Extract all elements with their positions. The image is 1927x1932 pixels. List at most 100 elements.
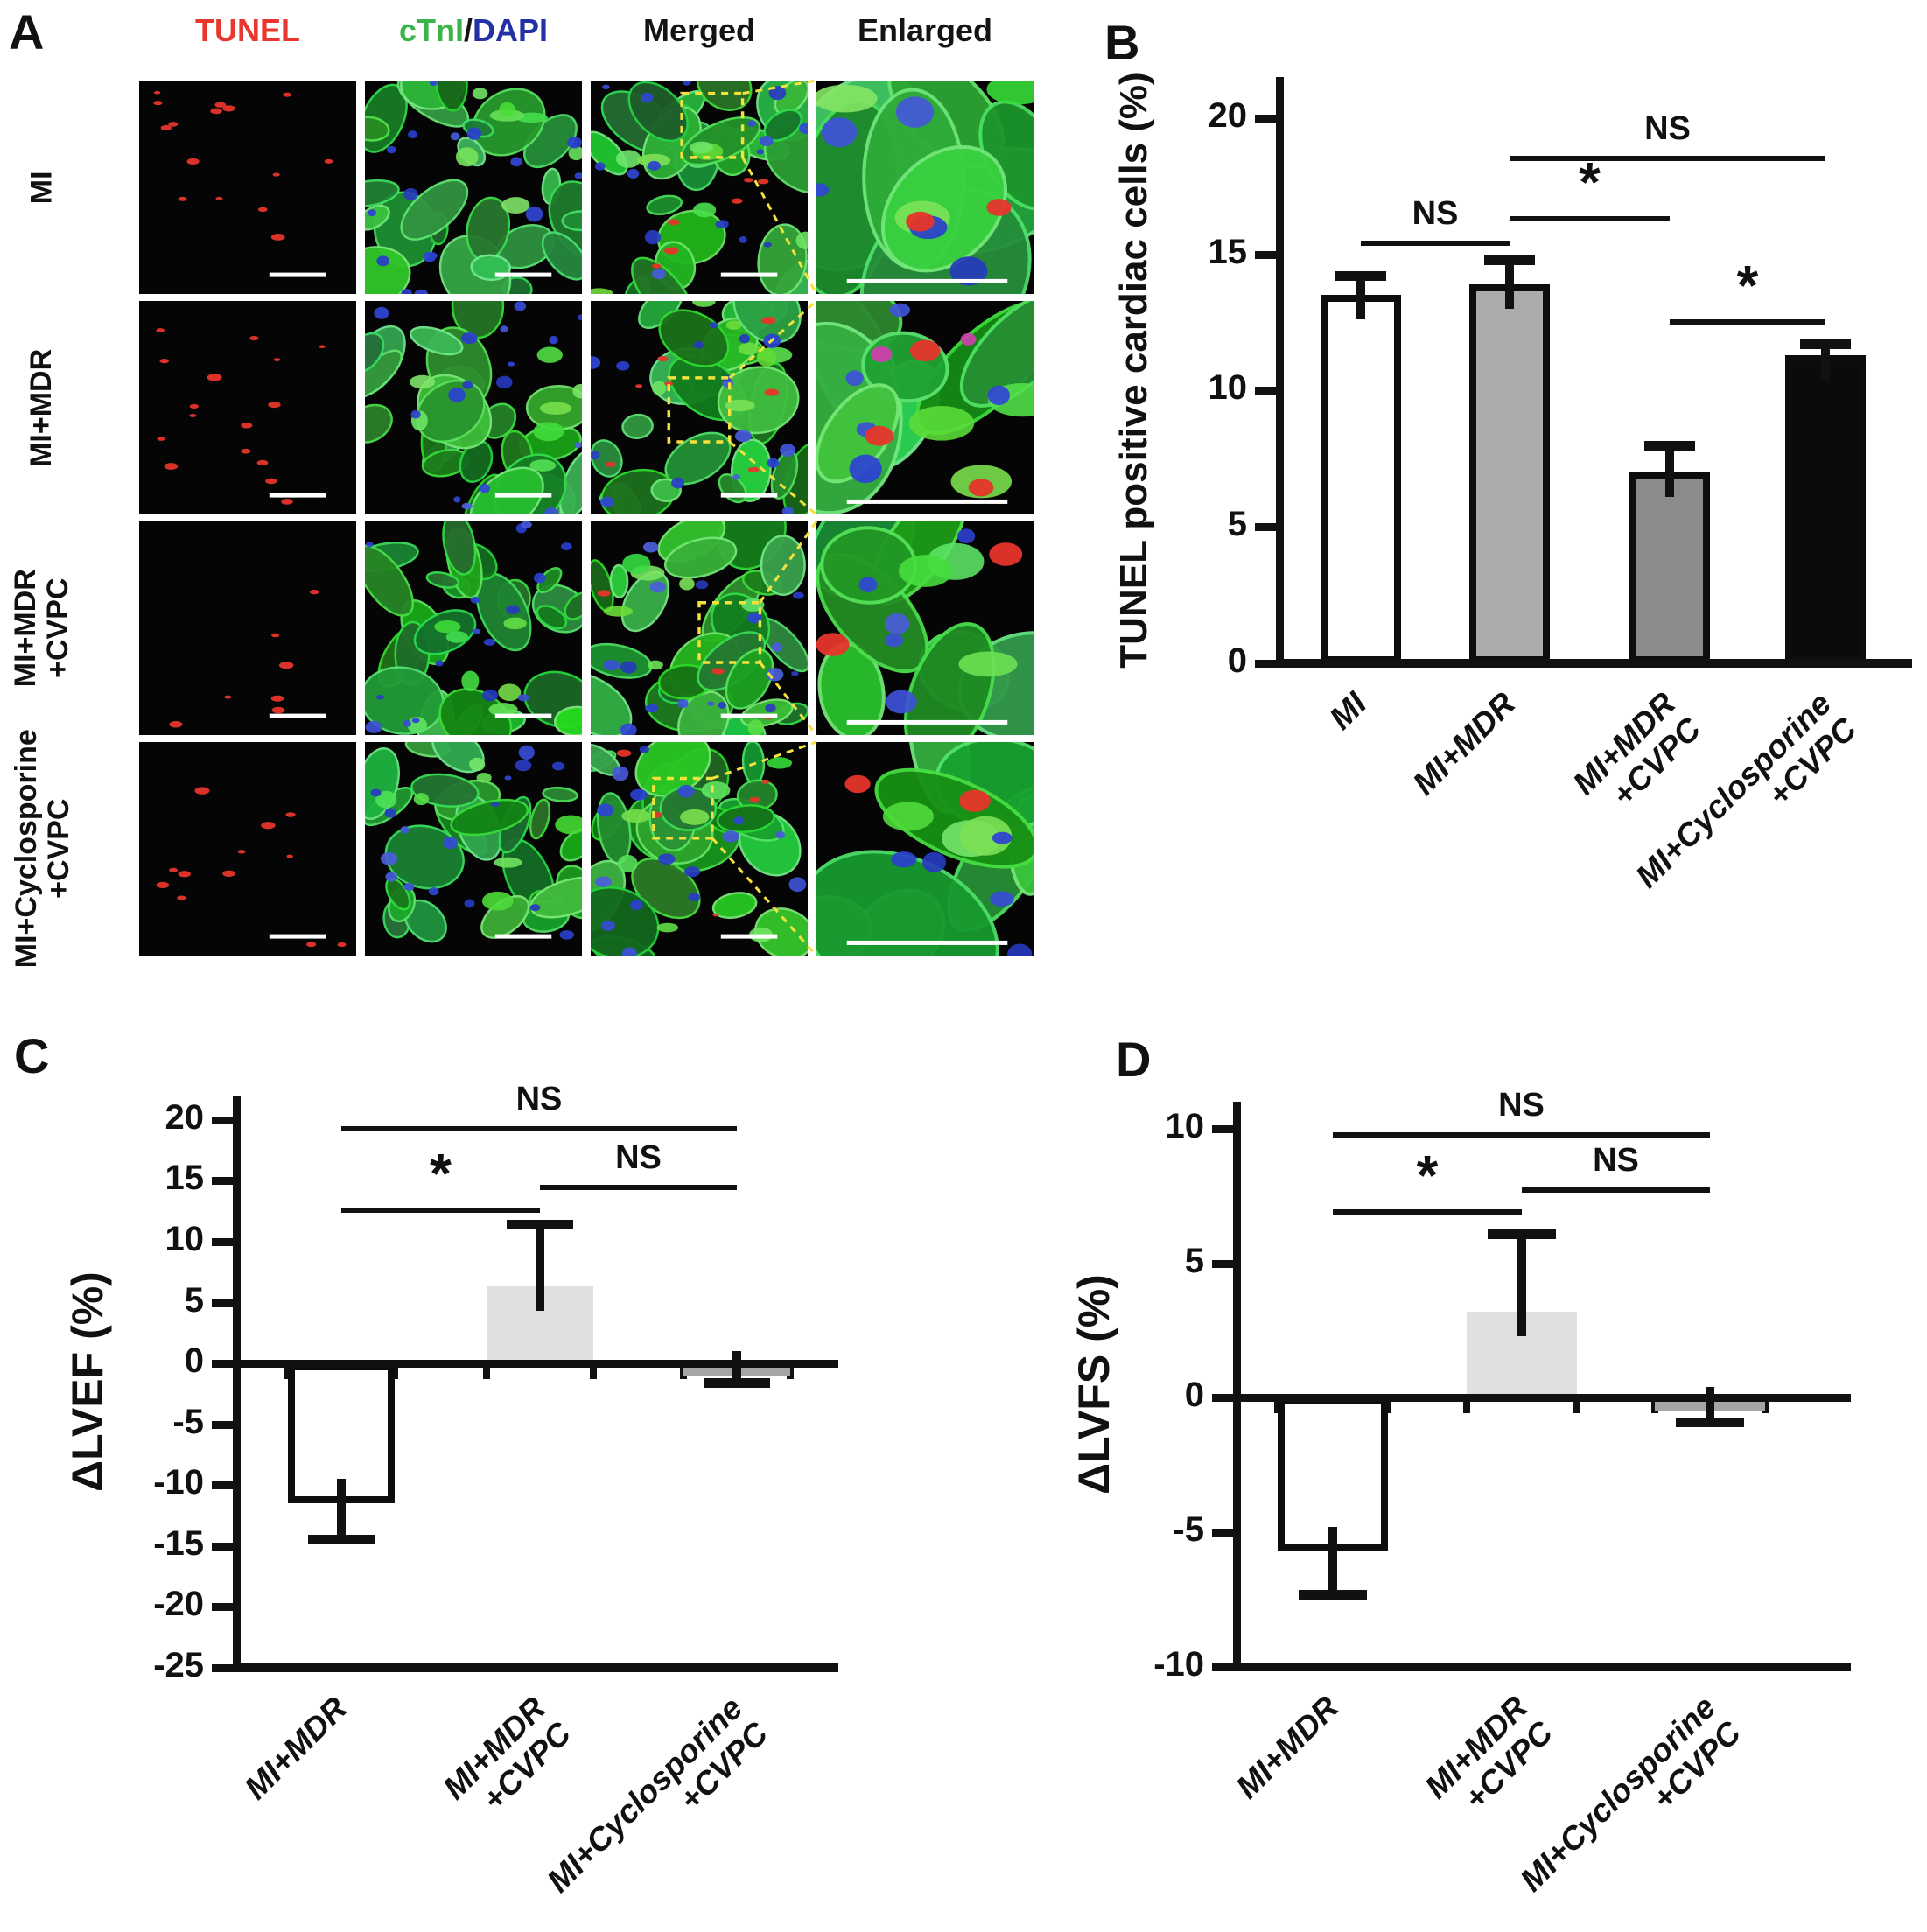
tunel-positive-nucleus: [305, 942, 317, 948]
micrograph-tunel-row4: [139, 742, 356, 956]
micrograph-enlarged-row4: [816, 742, 1034, 956]
dapi-nucleus: [472, 628, 481, 634]
bright-ctni-region: [816, 84, 878, 113]
tunel-positive-nucleus: [169, 867, 178, 872]
dapi-nucleus: [683, 866, 701, 878]
dapi-nucleus: [739, 236, 747, 243]
y-tick-label: 0: [184, 1341, 204, 1381]
dapi-nucleus: [648, 160, 661, 171]
dapi-nucleus: [453, 496, 461, 503]
micrograph-ctni-row1: [365, 80, 582, 294]
bright-ctni-region: [651, 381, 667, 396]
dapi-nucleus: [551, 761, 565, 771]
dapi-nucleus: [630, 788, 648, 801]
bright-ctni-region: [461, 670, 480, 691]
micrograph-merged-row2: [591, 301, 808, 514]
panel-label-b: B: [1104, 15, 1140, 70]
dapi-nucleus: [510, 157, 522, 167]
bright-ctni-region: [656, 922, 679, 933]
cardiomyocyte-ctni-stain: [450, 798, 529, 836]
tunel-positive-nucleus: [257, 206, 268, 213]
category-tick: [787, 1360, 794, 1380]
panel-label-c: C: [14, 1028, 50, 1083]
tunel-positive-nucleus: [758, 178, 769, 185]
tunel-positive-nucleus: [210, 108, 222, 115]
micrograph-background: [139, 742, 356, 956]
bright-ctni-region: [555, 815, 582, 835]
dapi-nucleus: [718, 701, 726, 709]
tunel-positive-nucleus: [309, 589, 319, 595]
error-bar-cap: [1644, 440, 1695, 451]
bright-ctni-region: [469, 757, 486, 772]
significance-bracket-line: [341, 1208, 540, 1214]
dapi-nucleus: [1006, 943, 1033, 956]
bright-ctni-region: [622, 553, 651, 574]
y-axis-tick: [212, 1603, 233, 1612]
dapi-nucleus: [479, 483, 491, 494]
bright-ctni-region: [481, 891, 514, 911]
dapi-nucleus: [858, 577, 878, 592]
bright-ctni-region: [445, 631, 469, 643]
scale-bar: [269, 934, 326, 939]
column-header-tunel: TUNEL: [139, 12, 356, 49]
cardiomyocyte-ctni-stain: [365, 332, 385, 374]
dapi-nucleus: [403, 882, 415, 892]
bright-ctni-region: [503, 617, 527, 630]
y-axis-title: TUNEL positive cardiac cells (%): [1112, 72, 1155, 668]
dapi-nucleus: [599, 496, 614, 508]
bright-ctni-region: [725, 320, 742, 330]
tunel-positive-nucleus: [909, 340, 941, 362]
dapi-nucleus: [616, 360, 630, 371]
significance-ns: NS: [1593, 1142, 1639, 1180]
significance-star: *: [1416, 1144, 1439, 1208]
tunel-positive-nucleus: [337, 942, 347, 948]
y-tick-label: 20: [165, 1097, 205, 1137]
dapi-nucleus: [450, 132, 460, 141]
dapi-text: DAPI: [473, 12, 549, 48]
y-tick-label: -10: [1153, 1645, 1204, 1684]
dapi-nucleus: [507, 361, 515, 367]
y-tick-label: 15: [1208, 232, 1248, 271]
dapi-nucleus: [732, 474, 741, 480]
dapi-nucleus: [462, 381, 473, 389]
dapi-nucleus: [408, 130, 417, 139]
bright-ctni-region: [591, 288, 614, 294]
bar: [1785, 354, 1866, 663]
bar: [1629, 472, 1710, 663]
tunel-positive-nucleus: [605, 461, 616, 467]
dapi-nucleus: [641, 92, 654, 103]
scale-bar: [720, 493, 778, 498]
dapi-nucleus: [695, 580, 709, 590]
tunel-positive-nucleus: [764, 388, 780, 396]
dapi-nucleus: [414, 289, 428, 294]
dapi-nucleus: [715, 220, 729, 229]
significance-ns: NS: [1412, 194, 1459, 232]
tunel-positive-nucleus: [168, 122, 179, 127]
dapi-nucleus: [746, 612, 763, 624]
tunel-positive-nucleus: [844, 774, 871, 794]
tunel-positive-nucleus: [958, 789, 991, 812]
bright-ctni-region: [960, 816, 1013, 856]
dapi-nucleus: [435, 660, 444, 667]
tunel-positive-nucleus: [650, 811, 663, 818]
y-axis-tick: [212, 1116, 233, 1124]
magenta-overlap-nucleus: [871, 346, 893, 362]
cardiomyocyte-ctni-stain: [716, 804, 775, 834]
dapi-nucleus: [707, 701, 715, 706]
micrograph-grid: [0, 0, 1076, 1002]
dapi-nucleus: [722, 830, 739, 843]
bright-ctni-region: [621, 808, 651, 823]
y-axis-tick: [212, 1420, 233, 1429]
dapi-nucleus: [891, 851, 917, 868]
bar-chart-delta-lvfs: 10 5 0 -5 -10 * NS NS MI+MDR MI+MDR +CVPC MI+Cyclo…: [1006, 1006, 1927, 1932]
cardiomyocyte-ctni-stain: [469, 466, 544, 514]
tunel-positive-nucleus: [283, 92, 292, 97]
dapi-nucleus: [460, 332, 478, 345]
tunel-positive-nucleus: [657, 355, 669, 362]
dapi-nucleus: [671, 477, 684, 489]
error-bar-whisker: [1505, 259, 1514, 309]
y-axis-tick: [1212, 1124, 1233, 1133]
dapi-nucleus: [525, 206, 543, 222]
micrograph-background: [139, 301, 356, 514]
